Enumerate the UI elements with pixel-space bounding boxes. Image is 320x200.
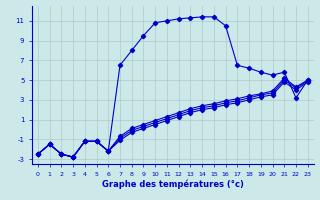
X-axis label: Graphe des températures (°c): Graphe des températures (°c) bbox=[102, 179, 244, 189]
